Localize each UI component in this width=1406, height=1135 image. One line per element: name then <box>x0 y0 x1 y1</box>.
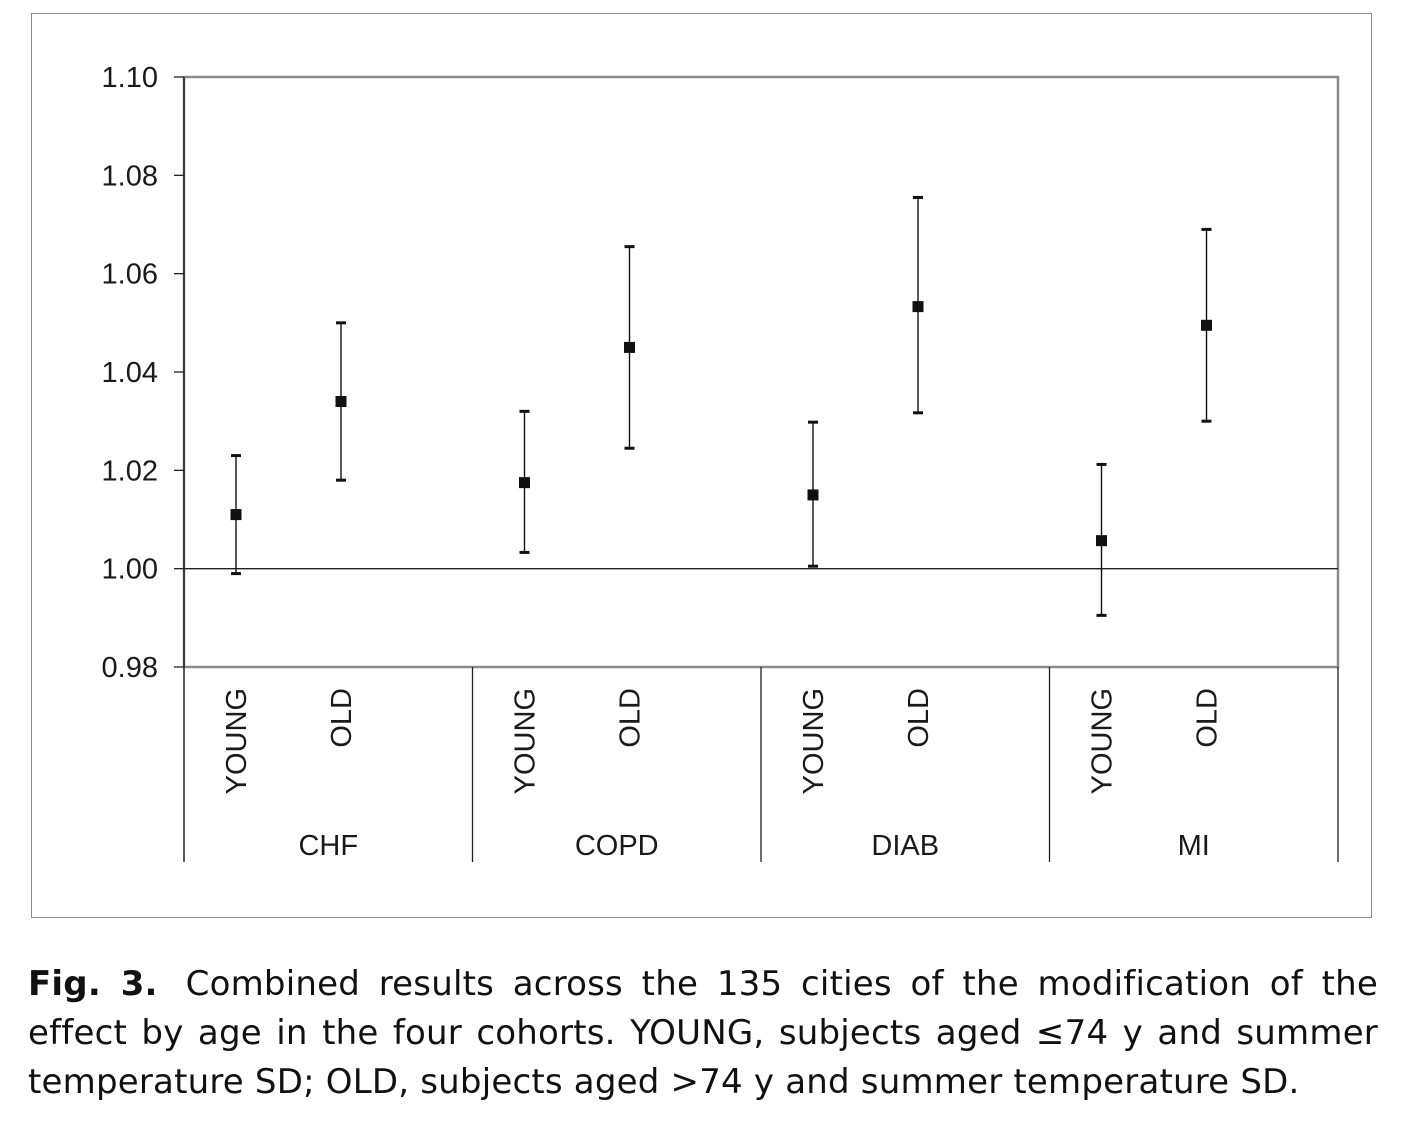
y-tick-label: 1.06 <box>102 259 158 291</box>
category-label-chf-old: OLD <box>326 688 358 748</box>
group-label-diab: DIAB <box>871 830 939 862</box>
y-tick-label: 1.08 <box>102 160 158 192</box>
figure-caption: Fig. 3. Combined results across the 135 c… <box>28 960 1378 1107</box>
data-marks <box>230 195 1212 617</box>
group-label-mi: MI <box>1178 830 1210 862</box>
group-label-copd: COPD <box>575 830 659 862</box>
y-axis-ticks: 0.98 1.00 1.02 1.04 1.06 1.08 1.10 <box>102 62 184 684</box>
y-tick-label: 0.98 <box>102 652 158 684</box>
point-chf-old <box>335 396 347 407</box>
category-label-mi-old: OLD <box>1192 688 1224 748</box>
category-labels: CHF YOUNG OLD COPD YOUNG OLD DIAB YOUNG OLD MI YOU… <box>221 688 1224 862</box>
point-copd-old <box>624 341 635 353</box>
chart-frame <box>31 13 1372 918</box>
axes <box>182 75 1340 862</box>
category-label-diab-young: YOUNG <box>798 688 830 794</box>
group-label-chf: CHF <box>298 830 358 862</box>
y-tick-label: 1.02 <box>102 455 158 487</box>
plot-area-border <box>182 75 1340 669</box>
category-label-copd-old: OLD <box>615 688 647 748</box>
category-label-mi-young: YOUNG <box>1087 688 1119 794</box>
category-label-diab-old: OLD <box>903 688 935 748</box>
point-chf-young <box>230 509 242 521</box>
y-tick-label: 1.04 <box>102 357 158 389</box>
category-label-chf-young: YOUNG <box>221 688 253 794</box>
y-tick-label: 1.10 <box>102 62 158 94</box>
caption-text: Combined results across the 135 cities o… <box>28 964 1378 1102</box>
point-diab-old <box>912 301 924 313</box>
point-mi-old <box>1201 319 1212 331</box>
point-copd-young <box>519 477 530 489</box>
point-mi-young <box>1096 535 1107 547</box>
caption-label: Fig. 3. <box>28 964 158 1004</box>
error-bar-chart: 0.98 1.00 1.02 1.04 1.06 1.08 1.10 CHF YOUNG OLD… <box>102 62 1340 862</box>
y-tick-label: 1.00 <box>102 554 158 586</box>
category-label-copd-young: YOUNG <box>510 688 542 794</box>
point-diab-young <box>807 489 819 501</box>
